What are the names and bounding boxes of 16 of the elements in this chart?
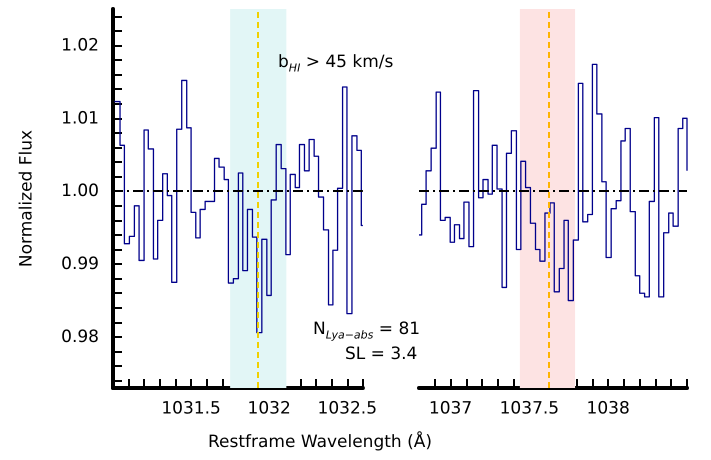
y-tick-label: 1.00 <box>61 181 99 202</box>
x-tick-label: 1038 <box>586 398 630 418</box>
y-axis-title: Normalized Flux <box>16 130 36 268</box>
y-tick-label: 1.02 <box>61 35 99 56</box>
y-tick-label: 0.98 <box>61 326 99 347</box>
x-tick-label: 1032 <box>248 398 291 418</box>
y-tick-label: 1.01 <box>61 108 99 128</box>
annotation: b$_{HI}$ > 45 km/s <box>278 52 394 74</box>
annotation: N$_{Lya−abs}$ = 81 <box>313 319 420 342</box>
annotation: SL = 3.4 <box>345 344 418 364</box>
x-tick-label: 1037 <box>428 398 472 418</box>
y-tick-label: 0.99 <box>61 254 99 274</box>
x-axis-title: Restframe Wavelength (Å) <box>208 432 432 452</box>
x-tick-label: 1037.5 <box>500 398 560 418</box>
x-tick-label: 1031.5 <box>161 398 221 418</box>
x-tick-label: 1032.5 <box>318 398 377 418</box>
